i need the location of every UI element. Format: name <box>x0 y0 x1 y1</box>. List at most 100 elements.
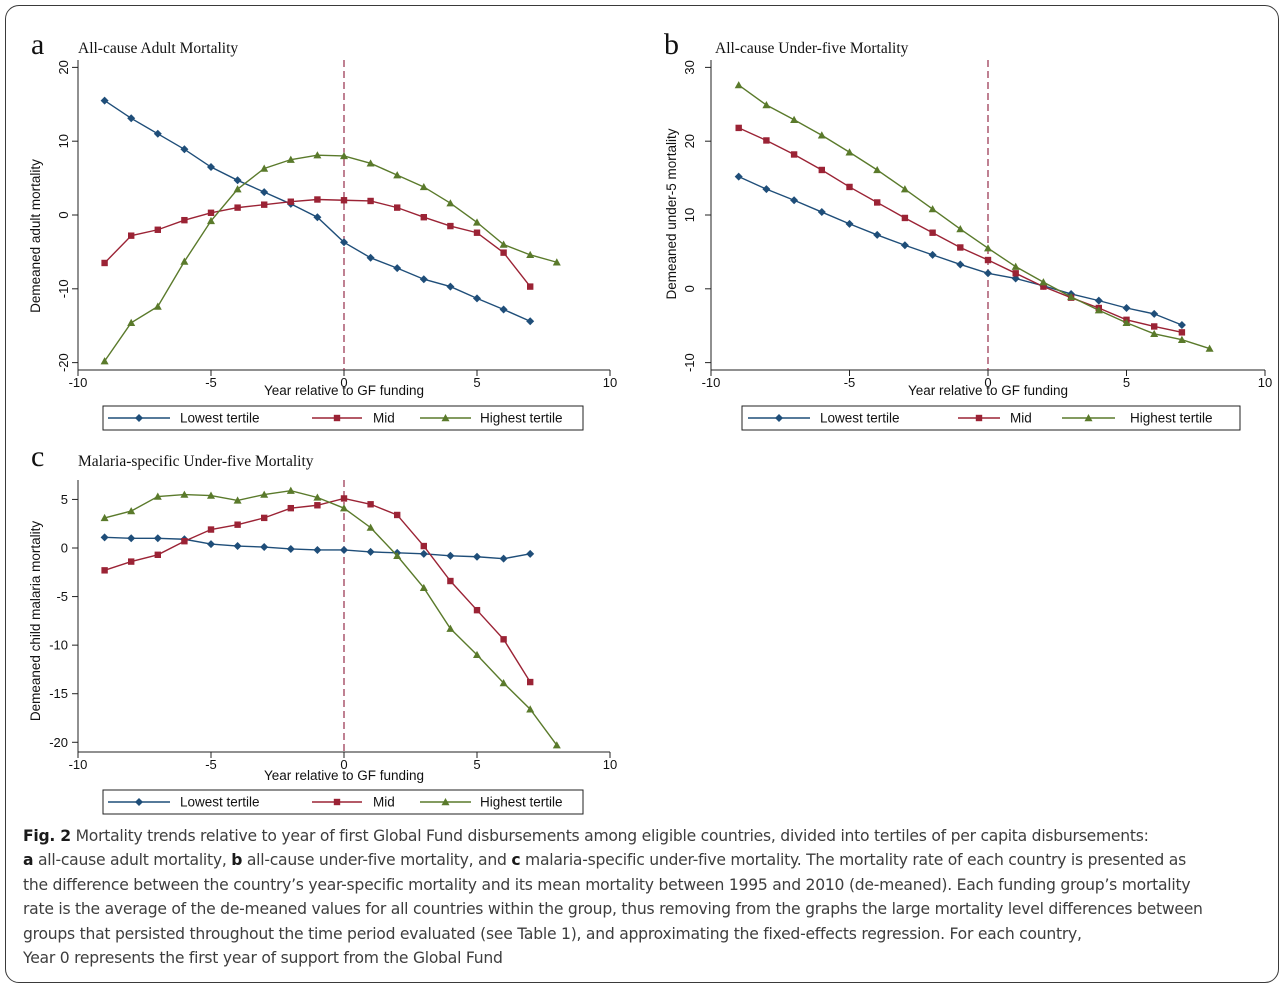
data-point <box>260 164 269 172</box>
data-point <box>314 502 321 509</box>
charts-canvas: a All-cause Adult Mortality-10 -5 0 5 10-20-1… <box>28 28 1272 815</box>
data-point <box>873 230 882 239</box>
y-tick-label: 10 <box>682 208 697 222</box>
data-point <box>261 201 268 208</box>
caption-line-1: Fig. 2 Mortality trends relative to year… <box>23 824 1273 848</box>
data-point <box>499 305 508 314</box>
data-point <box>234 204 241 211</box>
data-point <box>181 216 188 224</box>
data-point <box>366 547 375 556</box>
data-point <box>734 172 743 181</box>
data-point <box>367 197 374 205</box>
data-point <box>340 197 348 204</box>
data-point <box>762 101 771 109</box>
data-point <box>233 185 242 193</box>
x-tick-label: -5 <box>844 375 856 390</box>
caption-line-4: rate is the average of the de-meaned val… <box>23 900 1203 919</box>
y-tick-label: -10 <box>56 279 71 298</box>
data-point <box>393 551 402 559</box>
data-point <box>1094 306 1103 314</box>
data-point <box>734 81 743 89</box>
data-point <box>233 176 242 185</box>
data-point <box>473 218 481 226</box>
data-point <box>419 583 428 592</box>
legend-marker <box>135 414 143 422</box>
data-point <box>928 205 937 213</box>
data-point <box>286 486 295 494</box>
series-line-2 <box>738 84 1210 350</box>
figure-frame <box>5 5 1279 983</box>
x-tick-label: -5 <box>205 375 217 390</box>
data-point <box>1067 292 1076 301</box>
data-point <box>101 567 108 574</box>
data-point <box>1122 304 1131 312</box>
data-point <box>1205 344 1214 352</box>
data-point <box>984 269 992 278</box>
legend-label: Mid <box>373 795 395 810</box>
caption-line-6: Year 0 represents the first year of supp… <box>23 949 503 968</box>
data-point <box>552 741 561 749</box>
y-tick-label: 30 <box>682 60 697 74</box>
y-tick-label: -20 <box>56 353 71 372</box>
data-point <box>261 514 268 522</box>
data-point <box>984 256 992 264</box>
data-point <box>366 159 375 167</box>
data-point <box>313 493 322 501</box>
y-tick-label: 5 <box>61 492 68 507</box>
data-point <box>260 490 269 498</box>
data-point <box>762 185 771 194</box>
y-tick-label: 20 <box>682 134 697 148</box>
legend-label: Highest tertile <box>480 795 563 810</box>
data-point <box>154 551 161 558</box>
x-axis-label: Year relative to GF funding <box>908 383 1068 398</box>
data-point <box>419 275 428 284</box>
data-point <box>1151 323 1158 330</box>
data-point <box>128 558 135 565</box>
data-point <box>846 183 853 191</box>
data-point <box>366 253 375 262</box>
y-tick-label: -10 <box>49 638 68 653</box>
data-point <box>874 199 881 206</box>
data-point <box>286 155 295 163</box>
data-point <box>100 96 109 105</box>
data-point <box>956 225 965 233</box>
chart-title: All-cause Adult Mortality <box>78 40 238 57</box>
data-point <box>526 705 535 713</box>
data-point <box>527 283 534 290</box>
data-point <box>286 544 295 553</box>
data-point <box>446 282 455 291</box>
caption-ref-c: c <box>511 851 521 870</box>
data-point <box>900 185 909 193</box>
series-line-1 <box>104 497 531 683</box>
data-point <box>233 542 242 551</box>
data-point <box>552 258 561 266</box>
data-point <box>340 495 348 502</box>
data-point <box>957 244 964 251</box>
y-axis-label: Demeaned child malaria mortality <box>28 521 43 722</box>
data-point <box>207 163 215 172</box>
data-point <box>180 490 189 498</box>
chart-title: All-cause Under-five Mortality <box>715 40 909 57</box>
data-point <box>313 545 322 554</box>
data-point <box>260 543 269 552</box>
data-point <box>1094 296 1103 305</box>
data-point <box>499 240 508 248</box>
data-point <box>526 317 535 326</box>
data-point <box>180 145 189 154</box>
legend-marker <box>975 414 983 422</box>
y-tick-label: 0 <box>682 285 697 292</box>
panel-letter: c <box>31 440 44 473</box>
data-point <box>127 534 136 543</box>
data-point <box>394 204 401 211</box>
data-point <box>500 636 507 643</box>
caption-text-2b: all-cause under-five mortality, and <box>242 851 512 870</box>
legend-marker <box>775 414 783 422</box>
data-point <box>735 124 742 132</box>
data-point <box>1012 270 1019 277</box>
data-point <box>790 151 798 158</box>
legend-label: Highest tertile <box>1130 411 1213 426</box>
x-tick-label: 5 <box>473 757 480 772</box>
data-point <box>447 222 454 230</box>
data-point <box>1011 262 1020 270</box>
data-point <box>473 650 481 659</box>
